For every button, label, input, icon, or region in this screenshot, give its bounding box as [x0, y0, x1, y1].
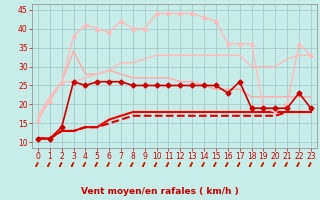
Text: Vent moyen/en rafales ( km/h ): Vent moyen/en rafales ( km/h )	[81, 187, 239, 196]
